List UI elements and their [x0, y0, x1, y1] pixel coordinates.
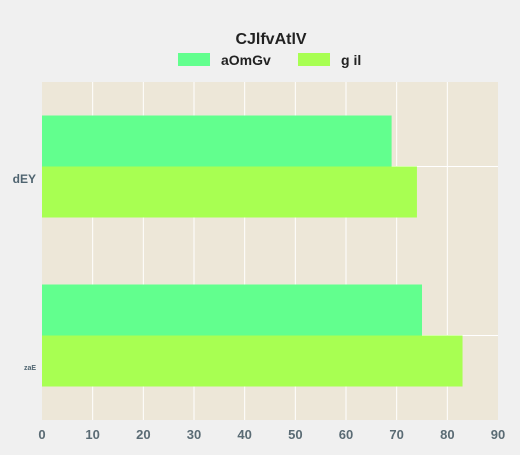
- legend-label-series-2: g il: [341, 52, 361, 68]
- chart-title: CJlfvAtlV: [235, 31, 306, 48]
- x-tick-label-2: 10: [85, 427, 99, 442]
- x-tick-label-4: 30: [187, 427, 201, 442]
- x-axis-ticks: 0 10 20 30 40 50 60 70 80 90: [38, 427, 505, 442]
- category-label-2: zaE: [24, 365, 36, 372]
- bar-2-2: [42, 335, 463, 387]
- legend-swatch-series-2: [298, 53, 330, 66]
- bar-1-2: [42, 284, 422, 336]
- bar-2-1: [42, 166, 417, 218]
- legend-swatch-series-1: [178, 53, 210, 66]
- x-tick-label-9: 80: [440, 427, 454, 442]
- bar-1-1: [42, 115, 392, 167]
- x-tick-label-8: 70: [389, 427, 403, 442]
- legend-label-series-1: aOmGv: [221, 52, 271, 68]
- x-tick-label-10: 90: [491, 427, 505, 442]
- x-tick-label-1: 0: [38, 427, 45, 442]
- x-tick-label-7: 60: [339, 427, 353, 442]
- legend: aOmGv g il: [178, 52, 361, 68]
- x-tick-label-5: 40: [237, 427, 251, 442]
- x-tick-label-6: 50: [288, 427, 302, 442]
- category-label-1: dEY: [13, 172, 36, 186]
- bars: [42, 115, 463, 387]
- x-tick-label-3: 20: [136, 427, 150, 442]
